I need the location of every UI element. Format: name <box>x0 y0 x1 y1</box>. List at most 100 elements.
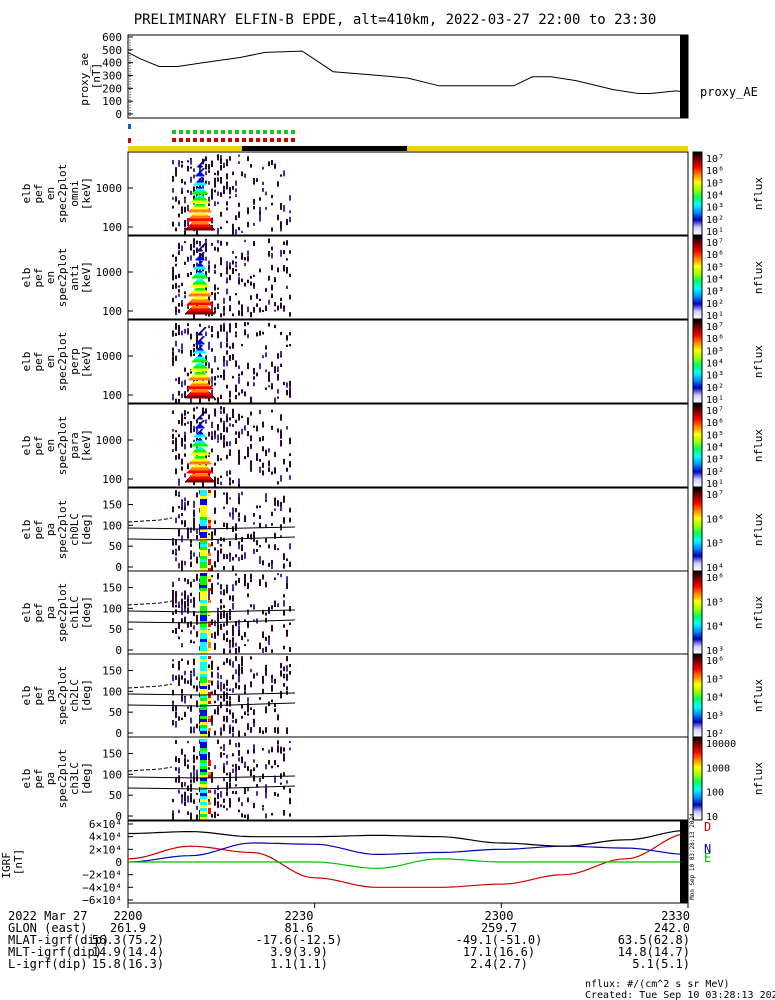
noise-pixel <box>289 437 291 445</box>
noise-pixel <box>247 787 249 792</box>
noise-pixel <box>190 333 192 340</box>
noise-pixel <box>289 391 291 398</box>
noise-pixel <box>238 154 240 157</box>
noise-pixel <box>238 392 240 396</box>
noise-pixel <box>229 497 231 500</box>
noise-pixel <box>211 778 213 783</box>
noise-pixel <box>190 543 192 547</box>
spectrum-cell <box>190 202 210 204</box>
noise-pixel <box>175 517 177 524</box>
noise-pixel <box>280 302 282 309</box>
noise-pixel <box>196 556 198 564</box>
noise-pixel <box>259 437 261 442</box>
noise-pixel <box>205 171 207 176</box>
noise-pixel <box>178 293 180 297</box>
panel-ylabel-line: en <box>44 187 57 200</box>
noise-pixel <box>259 515 261 520</box>
noise-pixel <box>181 245 183 252</box>
noise-pixel <box>280 229 282 232</box>
spectrum-cell <box>193 352 207 354</box>
noise-pixel <box>277 573 279 576</box>
spectrum-cell <box>192 459 208 461</box>
noise-pixel <box>205 419 207 424</box>
noise-pixel <box>178 757 180 764</box>
noise-pixel <box>289 740 291 744</box>
noise-pixel <box>229 688 231 692</box>
pa-cell <box>200 609 207 612</box>
noise-pixel <box>271 699 273 703</box>
spectrum-cell <box>198 347 202 349</box>
noise-pixel <box>223 746 225 752</box>
noise-pixel <box>232 171 234 176</box>
noise-pixel <box>271 523 273 526</box>
spectrum-cell <box>197 257 203 259</box>
pa-cell <box>200 645 207 648</box>
panel-ylabel-line: spec2plot <box>56 500 69 560</box>
noise-pixel <box>187 740 189 744</box>
noise-pixel <box>250 311 252 318</box>
pa-cell <box>200 606 207 609</box>
noise-pixel <box>265 493 267 499</box>
noise-pixel <box>226 772 228 776</box>
spectrum-cell <box>191 453 209 455</box>
noise-pixel <box>223 421 225 424</box>
pa-cell <box>200 805 207 808</box>
panel-ylabel-line: elb <box>20 268 33 288</box>
noise-pixel <box>175 592 177 598</box>
noise-pixel <box>181 688 183 694</box>
noise-pixel <box>175 171 177 177</box>
pa-cell <box>208 490 211 493</box>
noise-pixel <box>214 620 216 627</box>
noise-pixel <box>226 700 228 707</box>
noise-pixel <box>220 804 222 808</box>
pa-cell <box>208 763 211 766</box>
pa-cell <box>200 529 207 532</box>
noise-pixel <box>229 449 231 456</box>
panel-ylabel-line: pef <box>32 603 45 623</box>
noise-pixel <box>277 714 279 721</box>
noise-pixel <box>193 754 195 760</box>
noise-pixel <box>289 605 291 612</box>
noise-pixel <box>175 256 177 262</box>
noise-pixel <box>265 668 267 675</box>
noise-pixel <box>256 784 258 788</box>
noise-pixel <box>181 206 183 212</box>
pa-cell <box>208 579 211 582</box>
footer-cell: 15.8(16.3) <box>92 957 164 971</box>
noise-pixel <box>229 615 231 621</box>
spectrum-cell <box>188 379 212 381</box>
spectrum-cell <box>192 193 208 195</box>
spectrum-cell <box>196 364 204 366</box>
noise-pixel <box>214 201 216 207</box>
pa-cell <box>208 719 211 722</box>
noise-pixel <box>250 465 252 472</box>
noise-pixel <box>229 390 231 398</box>
noise-pixel <box>175 548 177 554</box>
noise-pixel <box>193 195 195 203</box>
spectrum-cell <box>193 458 207 460</box>
panel-ylabel-line: pa <box>44 689 57 702</box>
noise-pixel <box>178 349 180 353</box>
spectrum-cell <box>198 355 202 357</box>
green-dot <box>179 130 183 134</box>
noise-pixel <box>226 708 228 713</box>
spectrum-cell <box>200 163 203 165</box>
noise-pixel <box>247 419 249 425</box>
noise-pixel <box>265 788 267 793</box>
noise-pixel <box>289 797 291 805</box>
noise-pixel <box>217 801 219 808</box>
red-dot <box>256 138 260 142</box>
pa-cell <box>200 508 207 511</box>
noise-pixel <box>199 397 201 404</box>
noise-pixel <box>178 577 180 581</box>
noise-pixel <box>250 681 252 688</box>
pa-cell <box>200 594 207 597</box>
noise-pixel <box>241 802 243 807</box>
noise-pixel <box>211 772 213 778</box>
pa-cell <box>200 734 207 737</box>
pa-cell <box>208 760 211 763</box>
noise-pixel <box>220 625 222 630</box>
noise-pixel <box>286 240 288 246</box>
spectrum-cell <box>190 468 210 470</box>
pa-cell <box>200 514 207 517</box>
